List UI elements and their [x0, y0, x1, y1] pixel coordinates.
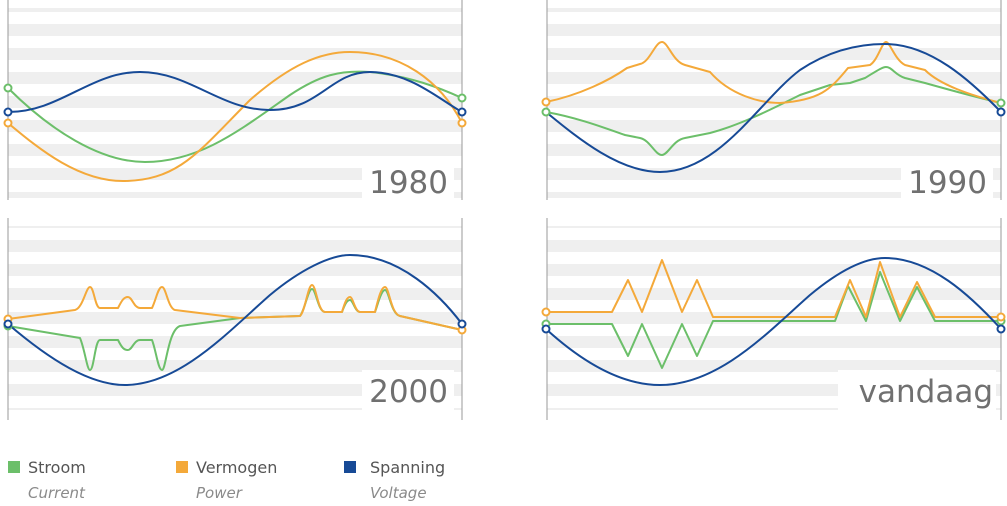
panel-label: vandaag [859, 374, 993, 410]
label-box [362, 370, 454, 410]
legend-label: Spanning [370, 458, 445, 477]
legend-label: Stroom [28, 458, 86, 477]
panel-label: 1990 [908, 165, 987, 201]
legend-swatch [8, 461, 20, 473]
legend-translation: Current [28, 484, 86, 502]
label-box [838, 370, 996, 410]
label-box [362, 160, 454, 200]
legend-translation: Voltage [370, 484, 427, 502]
legend-swatch [176, 461, 188, 473]
waveforms-2000 [3, 254, 467, 386]
label-box [901, 160, 993, 200]
legend-swatch [344, 461, 356, 473]
waveforms-vandaag [541, 257, 1006, 386]
legend-label: Vermogen [196, 458, 277, 477]
panel-label: 2000 [369, 374, 448, 410]
legend: Stroom Current Vermogen Power Spanning V… [8, 458, 445, 502]
panel-label: 1980 [369, 165, 448, 201]
waveforms-1990 [541, 41, 1006, 173]
waveforms-1980 [3, 51, 467, 183]
legend-translation: Power [196, 484, 243, 502]
